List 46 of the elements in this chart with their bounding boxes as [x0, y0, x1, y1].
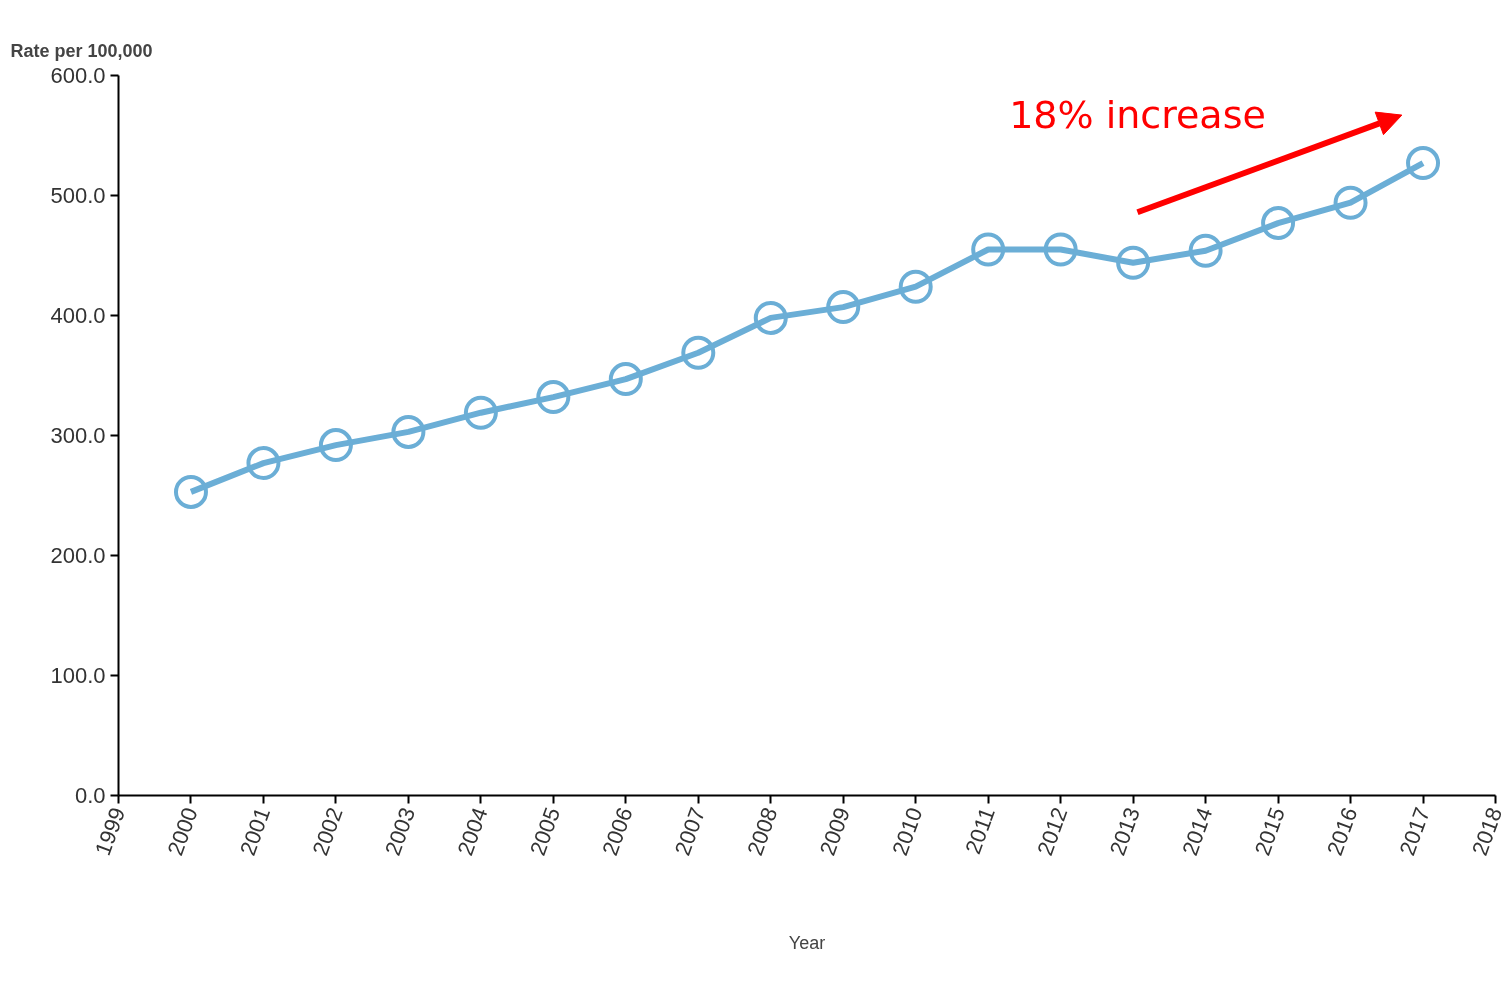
x-tick-label: 2007 — [669, 804, 711, 859]
x-tick-label: 2017 — [1394, 804, 1435, 859]
x-tick-label: 2014 — [1177, 804, 1218, 859]
x-tick-label: 2016 — [1322, 804, 1363, 859]
x-tick-label: 2005 — [524, 804, 566, 859]
x-tick-label: 2011 — [960, 804, 1000, 858]
y-tick-label: 200.0 — [50, 543, 106, 568]
y-tick-label: 100.0 — [50, 663, 106, 688]
point — [318, 428, 353, 463]
x-tick-label: 2000 — [162, 804, 203, 859]
x-tick-label: 2001 — [234, 804, 276, 859]
point — [391, 414, 426, 449]
x-tick-label: 2015 — [1249, 804, 1290, 859]
y-tick-label: 400.0 — [50, 303, 106, 328]
point — [971, 232, 1006, 267]
y-tick-label: 300.0 — [50, 423, 106, 448]
point — [1188, 233, 1223, 268]
x-axis-title: Year — [788, 932, 826, 953]
point — [246, 446, 281, 481]
y-tick-label: 600.0 — [50, 63, 106, 88]
point — [1406, 146, 1441, 181]
x-tick-label: 2006 — [597, 804, 638, 859]
x-tick-label: 2012 — [1032, 804, 1073, 859]
point — [681, 335, 716, 370]
point — [536, 380, 571, 415]
point — [1261, 206, 1296, 241]
x-tick-label: 2018 — [1467, 804, 1508, 859]
point — [1333, 185, 1368, 220]
x-tick-label: 2009 — [814, 804, 855, 859]
x-tick-label: 2002 — [307, 804, 348, 859]
point — [173, 474, 208, 509]
annotation: 18% increase — [1009, 93, 1266, 138]
x-tick-label: 2013 — [1104, 804, 1145, 859]
x-tick-label: 2010 — [887, 804, 928, 859]
point — [463, 395, 498, 430]
x-tick-label: 2003 — [379, 804, 421, 859]
point — [1043, 232, 1078, 267]
point — [898, 269, 933, 304]
x-tick-label: 2004 — [452, 804, 493, 859]
x-tick-label: 2008 — [742, 804, 783, 859]
point — [753, 300, 788, 335]
y-axis-title: Rate per 100,000 — [10, 40, 153, 61]
point — [608, 362, 643, 397]
point — [1116, 245, 1151, 280]
point — [826, 290, 861, 325]
y-tick-label: 500.0 — [50, 183, 106, 208]
